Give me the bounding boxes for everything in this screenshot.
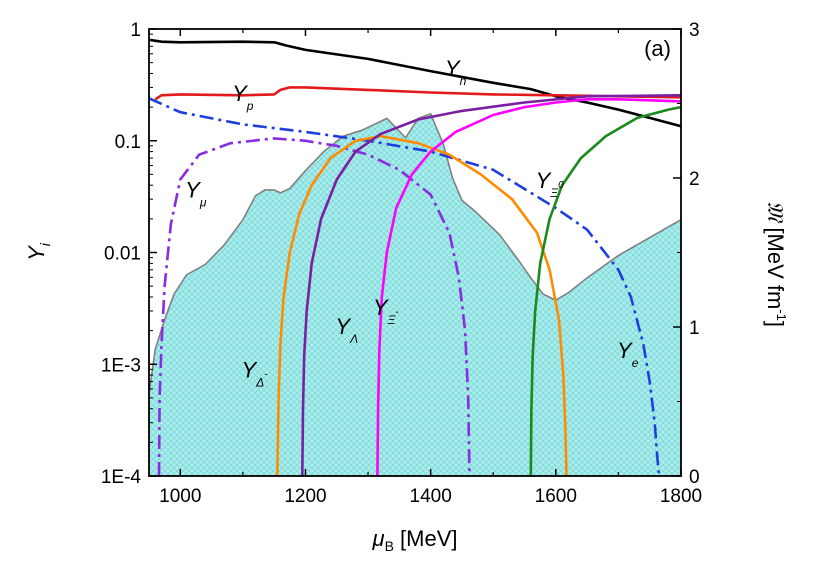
y-right-tick-label-3: 3 xyxy=(689,20,700,41)
y-right-tick-label-1: 1 xyxy=(689,318,700,339)
x-axis-label: μB [MeV] xyxy=(372,526,458,554)
y-right-axis-label: 𝔐 [MeV fm-1] xyxy=(763,201,789,327)
curve-label-3: YΛ xyxy=(335,314,358,346)
x-tick-label-3: 1600 xyxy=(535,486,577,507)
panel-label: (a) xyxy=(644,36,671,61)
curve-label-7: Ye xyxy=(617,338,639,370)
series-line-2 xyxy=(149,97,661,476)
series-line-6 xyxy=(376,98,681,476)
series-line-1 xyxy=(154,86,681,101)
y-left-tick-label-3: 1E-3 xyxy=(101,355,141,376)
x-tick-label-4: 1800 xyxy=(660,486,702,507)
y-right-tick-label-0: 0 xyxy=(689,467,700,488)
x-tick-label-0: 1000 xyxy=(159,486,201,507)
y-left-tick-label-0: 1 xyxy=(130,20,141,41)
curve-label-0: Yn xyxy=(445,56,467,88)
curve-label-5: YΞ- xyxy=(373,295,399,327)
y-left-axis-label: Yi xyxy=(24,242,53,261)
x-tick-label-2: 1400 xyxy=(410,486,452,507)
curve-label-4: YΔ- xyxy=(241,358,268,390)
series-line-5 xyxy=(301,94,681,476)
curve-label-1: Yp xyxy=(232,81,254,113)
series-line-4 xyxy=(276,134,568,476)
series-line-3 xyxy=(157,137,471,476)
y-left-tick-label-1: 0.1 xyxy=(115,132,141,153)
curve-label-6: YΞ0 xyxy=(536,168,564,200)
x-tick-label-1: 1200 xyxy=(284,486,326,507)
filled-area xyxy=(149,113,681,476)
y-left-tick-label-4: 1E-4 xyxy=(101,467,142,488)
series-line-0 xyxy=(149,38,681,128)
curve-label-2: Yμ xyxy=(185,178,207,210)
series-line-7 xyxy=(529,105,681,476)
y-left-tick-label-2: 0.01 xyxy=(104,244,141,265)
y-right-tick-label-2: 2 xyxy=(689,169,700,190)
